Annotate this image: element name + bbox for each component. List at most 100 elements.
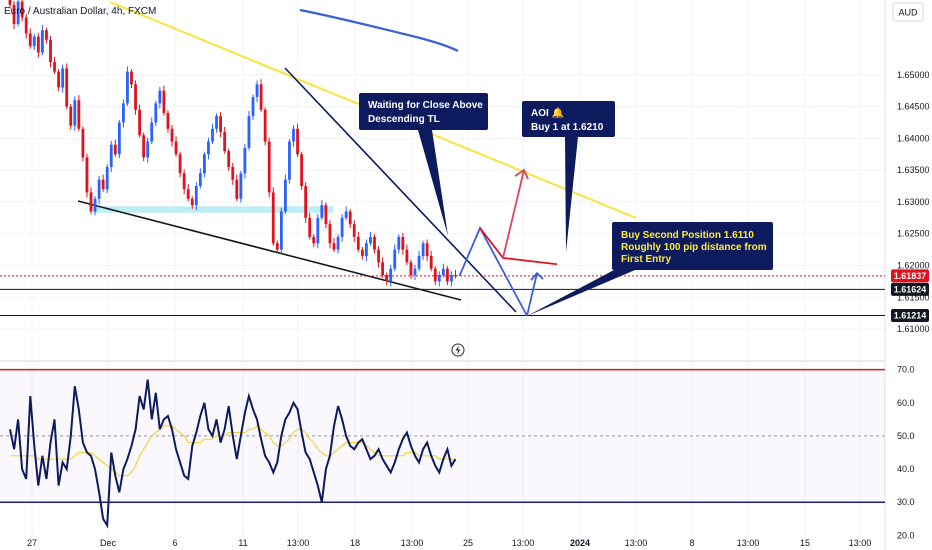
candle-body (158, 90, 162, 104)
candle-body (356, 236, 360, 250)
candle-body (215, 116, 218, 129)
candle-body (170, 128, 174, 142)
candle-body (304, 186, 308, 218)
candle-body (101, 179, 105, 190)
candle-body (243, 147, 247, 174)
rsi-line (9, 379, 457, 529)
candle-body (417, 255, 421, 269)
candle-body (105, 166, 109, 190)
time-tick-label: 11 (238, 538, 247, 548)
callout-second-line1: Buy Second Position 1.6110 (621, 230, 754, 241)
candle-body (336, 236, 340, 250)
time-tick-label: Dec (100, 538, 117, 548)
price-tick-label: 1.65000 (897, 70, 930, 80)
currency-badge[interactable]: AUD (892, 2, 924, 22)
rsi-tick-label: 50.0 (897, 431, 915, 441)
candle-body (413, 268, 417, 276)
candle-body (365, 243, 368, 256)
candle-body (77, 100, 81, 129)
candle-body (138, 109, 141, 136)
time-tick-label: 13:00 (737, 538, 760, 548)
candle-body (263, 109, 267, 142)
candle-body (182, 173, 186, 190)
projection-blue-arrowhead (530, 271, 544, 281)
candle-body (223, 131, 227, 152)
candle-body (454, 275, 457, 277)
rsi-axis[interactable]: 70.0 60.0 50.0 40.0 30.0 20.0 (897, 365, 915, 541)
time-tick-label: 25 (463, 538, 473, 548)
candle-body (166, 112, 170, 129)
candle-body (235, 179, 239, 199)
candle-body (393, 249, 397, 269)
callout-close-pointer (359, 93, 488, 236)
time-axis[interactable]: 27 Dec 6 11 13:00 18 13:00 25 13:00 2024 13:00 8 13:… (27, 538, 871, 548)
candle-body (441, 268, 445, 276)
callout-aoi-line2: Buy 1 at 1.6210 (531, 122, 604, 133)
candle-body (259, 84, 263, 110)
candle-body (28, 33, 32, 47)
rsi-tick-label: 40.0 (897, 464, 915, 474)
rsi-tick-label: 70.0 (897, 365, 915, 375)
callout-second-line3: First Entry (621, 254, 671, 265)
candle-body (36, 36, 40, 53)
candle-body (360, 249, 364, 256)
candle-body (198, 173, 202, 187)
candle-body (348, 211, 352, 225)
candle-body (194, 186, 198, 206)
candle-body (433, 268, 437, 282)
candle-body (73, 100, 77, 126)
time-tick-label: 8 (689, 538, 694, 548)
time-tick-label: 13:00 (401, 538, 424, 548)
candle-body (292, 128, 295, 142)
candle-body (247, 116, 251, 148)
projection-blue-rebound (526, 272, 538, 316)
candle-body (81, 128, 85, 158)
candle-body (397, 236, 401, 250)
candle-body (89, 192, 93, 212)
candle-body (373, 236, 376, 250)
price-axis[interactable]: 1.65000 1.64500 1.64000 1.63500 1.63000 1.625… (897, 70, 930, 334)
candle-body (219, 116, 222, 132)
candle-body (251, 97, 255, 117)
candle-body (162, 90, 166, 113)
candle-body (45, 30, 48, 40)
candle-body (332, 243, 336, 250)
candle-body (178, 154, 182, 174)
current-price-label: 1.61837 (894, 271, 927, 281)
candles (8, 0, 457, 287)
candle-body (227, 151, 231, 167)
candle-body (320, 205, 324, 218)
candle-body (389, 268, 393, 282)
price-tick-label: 1.63500 (897, 165, 930, 175)
chart-title: Euro / Australian Dollar, 4h, FXCM (4, 6, 156, 17)
projected-path (458, 168, 558, 317)
candle-body (32, 36, 36, 47)
rsi-tick-label: 60.0 (897, 398, 915, 408)
time-tick-label: 13:00 (625, 538, 648, 548)
price-pane-bg (0, 0, 885, 360)
candle-body (97, 179, 101, 199)
candle-body (369, 236, 372, 244)
time-tick-label: 18 (350, 538, 360, 548)
candle-body (61, 68, 65, 88)
candle-body (69, 106, 73, 126)
candle-body (344, 211, 348, 218)
candle-body (211, 128, 214, 142)
level-2-label: 1.61214 (894, 310, 927, 320)
candle-body (8, 0, 12, 5)
projection-red-arrowhead (514, 168, 529, 180)
price-tick-label: 1.61500 (897, 292, 930, 302)
rsi-tick-label: 20.0 (897, 530, 915, 540)
callout-second-pointer (527, 222, 773, 316)
time-tick-label: 6 (172, 538, 177, 548)
candle-body (150, 122, 154, 142)
lightning-icon[interactable] (451, 343, 465, 357)
candle-body (142, 135, 146, 158)
candle-body (450, 275, 453, 282)
time-tick-label: 15 (800, 538, 810, 548)
price-tick-label: 1.64500 (897, 102, 930, 112)
candle-body (275, 243, 279, 250)
candle-body (41, 30, 44, 53)
callout-second-line2: Roughly 100 pip distance from (621, 242, 767, 253)
